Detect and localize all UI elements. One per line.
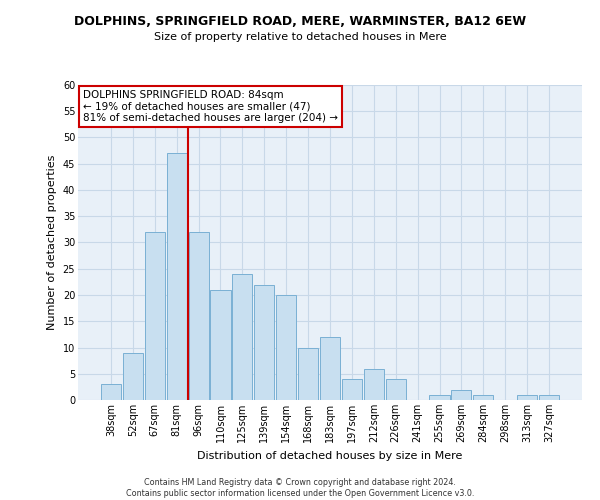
Bar xyxy=(451,390,472,400)
Text: Contains HM Land Registry data © Crown copyright and database right 2024.
Contai: Contains HM Land Registry data © Crown c… xyxy=(126,478,474,498)
Bar xyxy=(473,395,493,400)
Bar xyxy=(276,295,296,400)
Text: DOLPHINS SPRINGFIELD ROAD: 84sqm
← 19% of detached houses are smaller (47)
81% o: DOLPHINS SPRINGFIELD ROAD: 84sqm ← 19% o… xyxy=(83,90,338,123)
Bar xyxy=(101,384,121,400)
X-axis label: Distribution of detached houses by size in Mere: Distribution of detached houses by size … xyxy=(197,450,463,460)
Bar xyxy=(232,274,253,400)
Bar xyxy=(145,232,165,400)
Y-axis label: Number of detached properties: Number of detached properties xyxy=(47,155,57,330)
Text: DOLPHINS, SPRINGFIELD ROAD, MERE, WARMINSTER, BA12 6EW: DOLPHINS, SPRINGFIELD ROAD, MERE, WARMIN… xyxy=(74,15,526,28)
Bar xyxy=(167,153,187,400)
Bar xyxy=(430,395,449,400)
Bar xyxy=(298,348,318,400)
Bar xyxy=(364,368,384,400)
Bar xyxy=(188,232,209,400)
Bar xyxy=(123,353,143,400)
Bar xyxy=(342,379,362,400)
Text: Size of property relative to detached houses in Mere: Size of property relative to detached ho… xyxy=(154,32,446,42)
Bar xyxy=(386,379,406,400)
Bar xyxy=(539,395,559,400)
Bar xyxy=(211,290,230,400)
Bar xyxy=(517,395,537,400)
Bar xyxy=(320,337,340,400)
Bar xyxy=(254,284,274,400)
